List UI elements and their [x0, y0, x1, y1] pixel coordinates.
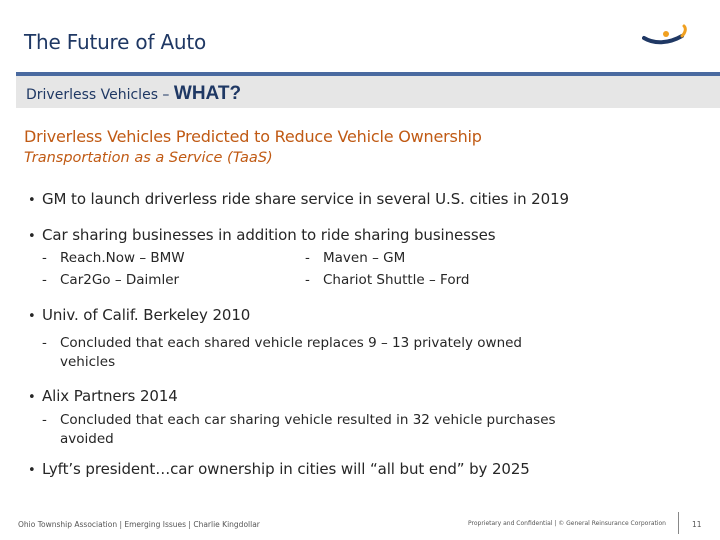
sub-list-continuation: vehicles	[60, 354, 116, 370]
sub-list-item: - Reach.Now – BMW	[42, 250, 185, 266]
page-number: 11	[692, 520, 702, 529]
section-heading: Driverless Vehicles Predicted to Reduce …	[24, 127, 482, 146]
sub-list-item: - Car2Go – Daimler	[42, 272, 179, 288]
slide-title: The Future of Auto	[24, 30, 207, 54]
bullet-dot: •	[28, 463, 36, 478]
footer-presentation-info: Ohio Township Association | Emerging Iss…	[18, 520, 260, 529]
dash-marker: -	[42, 335, 47, 351]
sub-list-text: Car2Go – Daimler	[60, 272, 180, 288]
dash-marker: -	[305, 272, 310, 288]
bullet-text: GM to launch driverless ride share servi…	[42, 190, 569, 208]
footer-divider	[678, 512, 679, 534]
bullet-text: Lyft’s president…car ownership in cities…	[42, 460, 530, 478]
sub-list-item: - Concluded that each shared vehicle repl…	[42, 335, 522, 351]
dash-marker: -	[42, 272, 47, 288]
bullet-dot: •	[28, 193, 36, 208]
sub-list-item: - Concluded that each car sharing vehicle…	[42, 412, 556, 428]
bullet-item: • GM to launch driverless ride share serv…	[28, 190, 569, 208]
bullet-text: Car sharing businesses in addition to ri…	[42, 226, 496, 244]
bullet-dot: •	[28, 309, 36, 324]
sub-list-text: Maven – GM	[323, 250, 406, 266]
bullet-item: • Univ. of Calif. Berkeley 2010	[28, 306, 250, 324]
bullet-item: • Lyft’s president…car ownership in citie…	[28, 460, 530, 478]
sub-list-text: Chariot Shuttle – Ford	[323, 272, 470, 288]
dash-marker: -	[42, 250, 47, 266]
dash-marker: -	[42, 412, 47, 428]
sub-list-item: - Maven – GM	[305, 250, 405, 266]
bullet-item: • Alix Partners 2014	[28, 387, 178, 405]
bullet-text: Alix Partners 2014	[42, 387, 178, 405]
subtitle-prefix: Driverless Vehicles –	[26, 87, 174, 103]
sub-list-item: - Chariot Shuttle – Ford	[305, 272, 469, 288]
sub-list-text: Concluded that each shared vehicle repla…	[60, 335, 523, 351]
sub-list-text: Reach.Now – BMW	[60, 250, 185, 266]
bullet-dot: •	[28, 229, 36, 244]
gen-re-logo	[642, 24, 687, 45]
subtitle-bar: Driverless Vehicles – WHAT?	[16, 76, 720, 108]
bullet-text: Univ. of Calif. Berkeley 2010	[42, 306, 251, 324]
slide-subtitle: Driverless Vehicles – WHAT?	[26, 83, 241, 105]
subtitle-emphasis: WHAT?	[173, 83, 242, 104]
header-rule	[16, 72, 720, 76]
bullet-item: • Car sharing businesses in addition to r…	[28, 226, 496, 244]
sub-list-continuation: avoided	[60, 431, 114, 447]
section-subheading: Transportation as a Service (TaaS)	[24, 150, 273, 166]
bullet-dot: •	[28, 390, 36, 405]
footer-confidential-notice: Proprietary and Confidential | © General…	[468, 520, 666, 527]
sub-list-text: Concluded that each car sharing vehicle …	[60, 412, 556, 428]
dash-marker: -	[305, 250, 310, 266]
